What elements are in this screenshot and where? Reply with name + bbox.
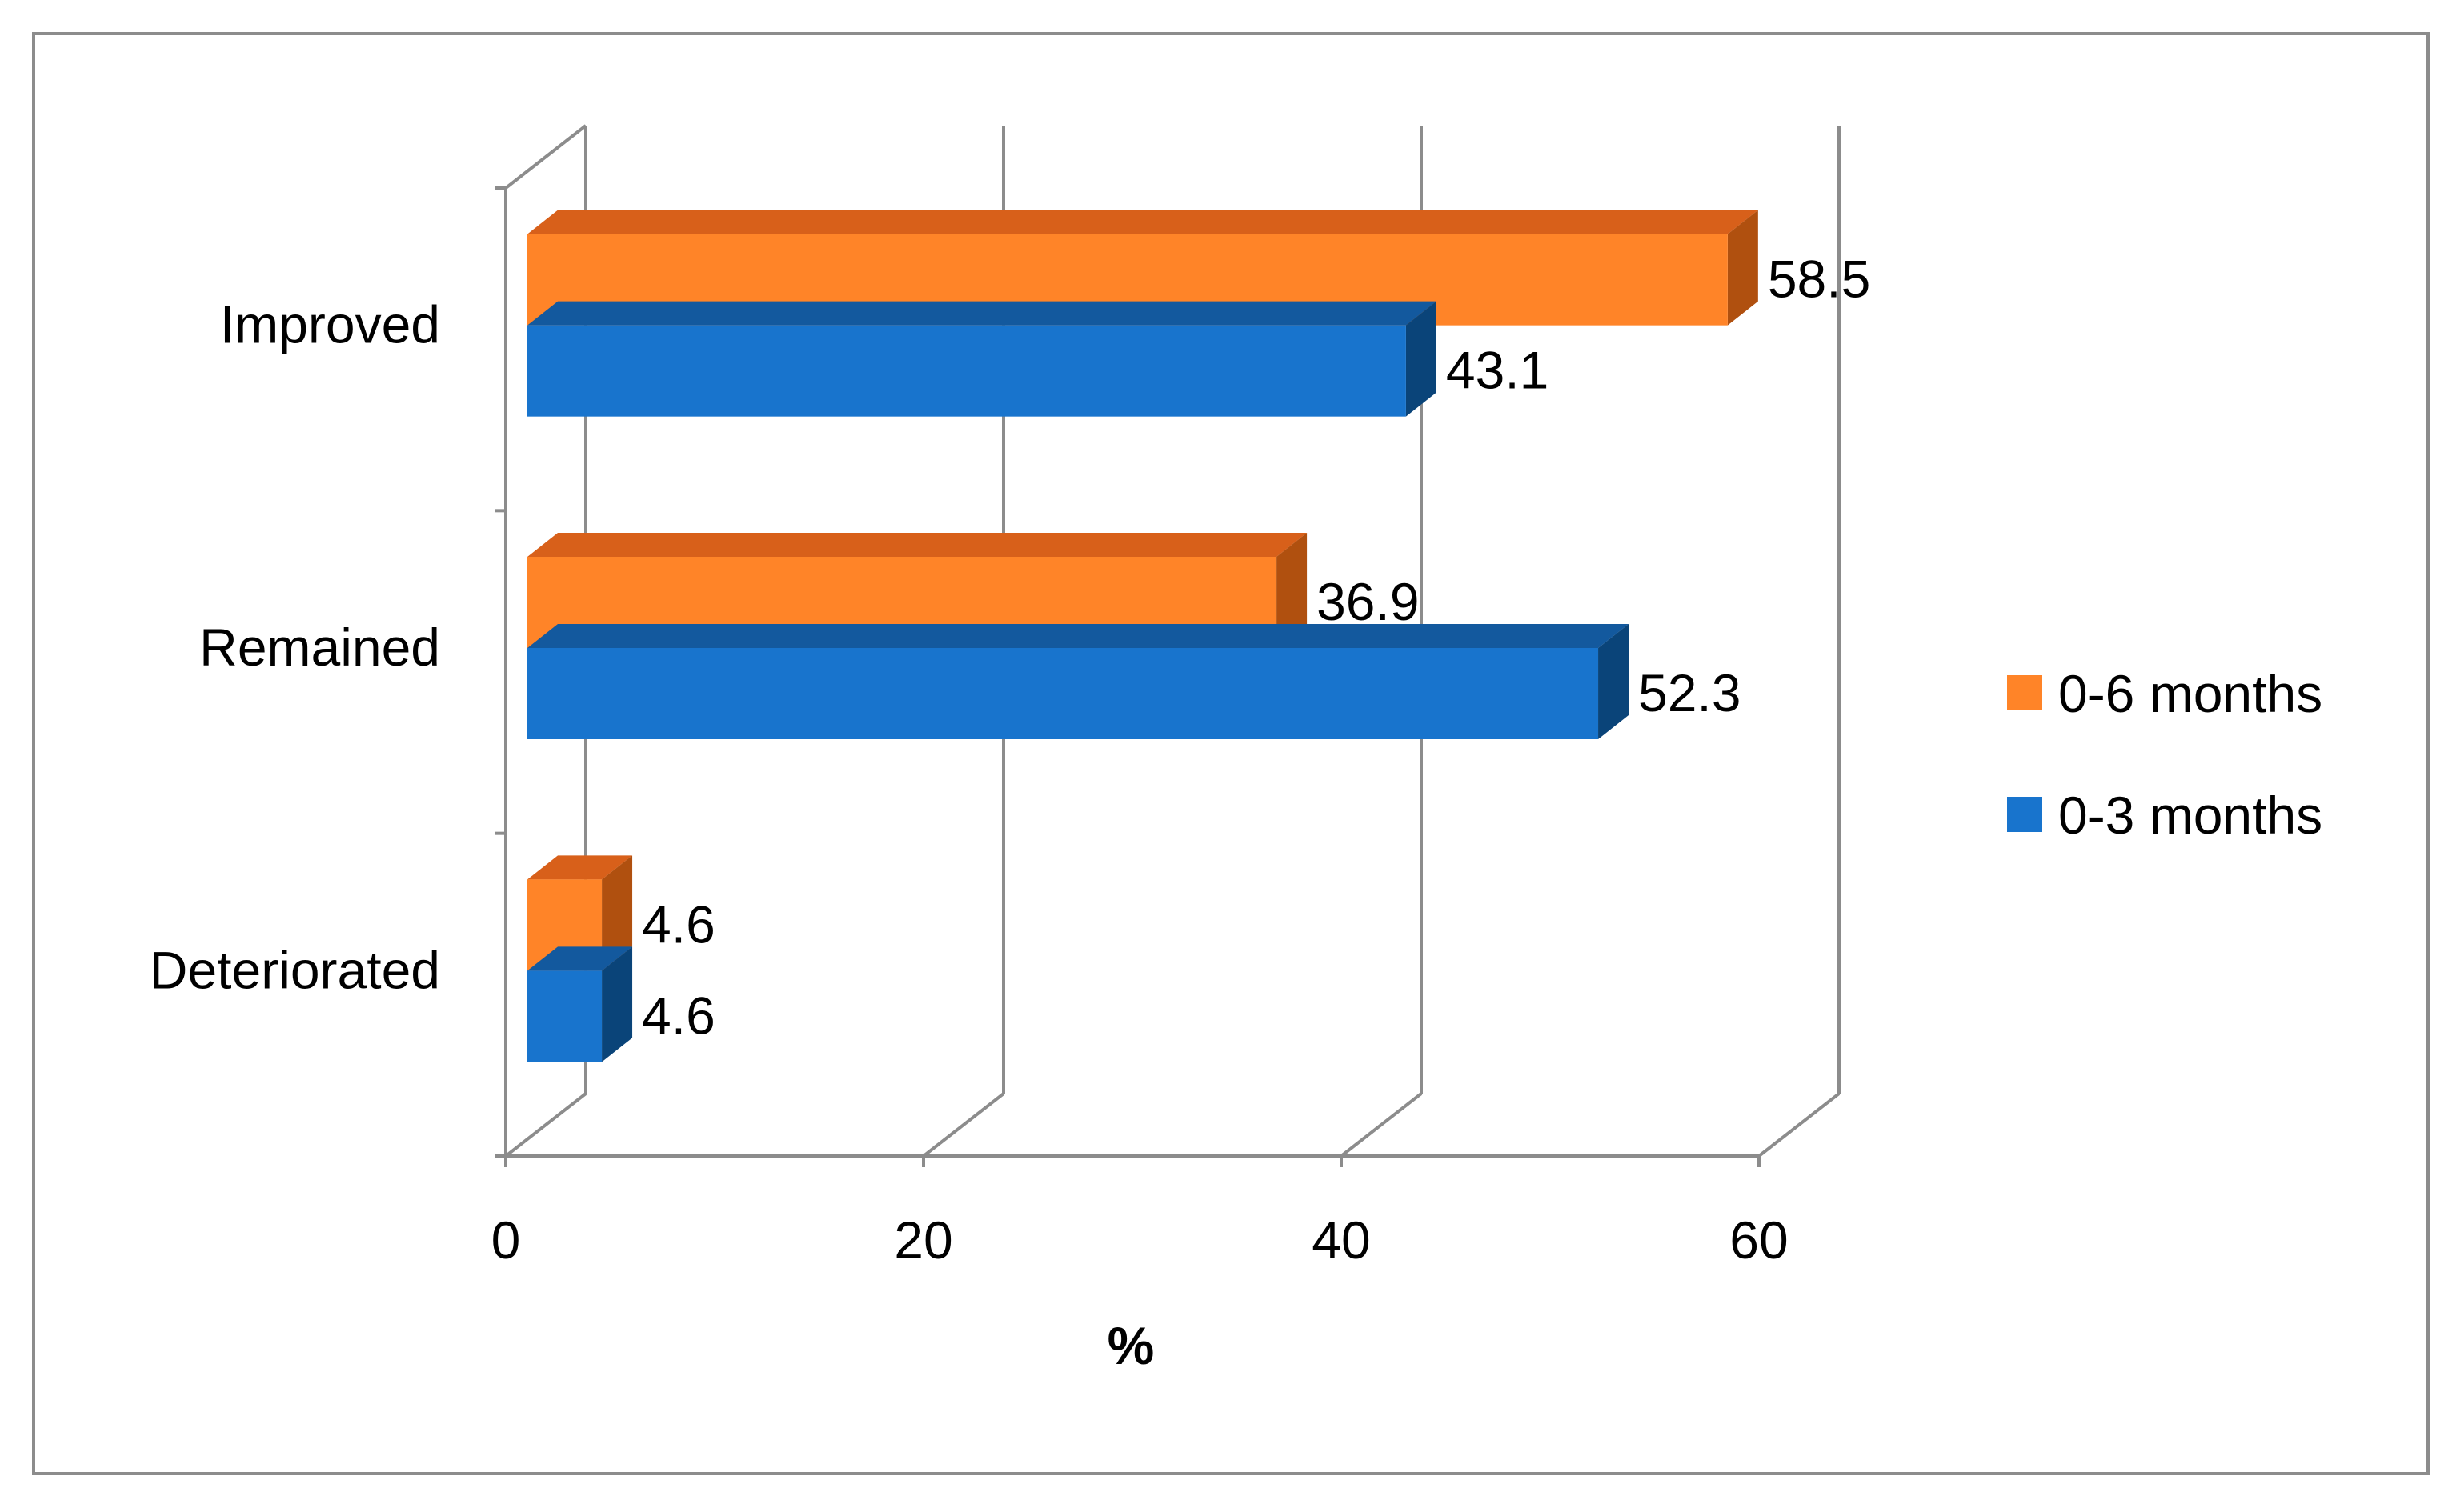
data-label-0-6-months-remained: 36.9	[1316, 572, 1419, 631]
category-label-deteriorated: Deteriorated	[150, 940, 440, 999]
data-label-0-3-months-remained: 52.3	[1638, 663, 1741, 722]
bar-top-face	[527, 533, 1308, 557]
wall-top-edge	[504, 124, 587, 190]
data-label-0-3-months-deteriorated: 4.6	[642, 986, 715, 1045]
axes	[495, 186, 1761, 1167]
bar-0-3-months-improved	[527, 301, 1436, 417]
bar-front-face	[527, 648, 1599, 739]
legend-swatch-0-6-months	[2007, 675, 2042, 710]
data-label-0-6-months-improved: 58.5	[1768, 250, 1870, 309]
bar-side-face	[1727, 210, 1758, 326]
labels: 0 20 40 60 Improved 58.5 43.1 Remained 36.9 52.3 D…	[150, 250, 1871, 1270]
floor-line-60	[1757, 1092, 1841, 1158]
bar-side-face	[1405, 301, 1436, 417]
bar-top-face	[527, 624, 1629, 648]
bar-side-face	[602, 855, 633, 971]
legend-swatch-0-3-months	[2007, 797, 2042, 832]
bar-0-3-months-remained	[527, 624, 1629, 739]
legend: 0-6 months 0-3 months	[2007, 664, 2322, 845]
x-tick-label-60: 60	[1729, 1210, 1788, 1270]
x-tick-label-40: 40	[1312, 1210, 1370, 1270]
data-label-0-3-months-improved: 43.1	[1446, 341, 1549, 400]
x-tick-label-20: 20	[894, 1210, 952, 1270]
legend-label-0-3-months: 0-3 months	[2058, 786, 2322, 845]
bar-0-3-months-deteriorated	[527, 946, 633, 1062]
bar-side-face	[602, 946, 633, 1062]
category-label-improved: Improved	[220, 295, 440, 354]
category-label-remained: Remained	[199, 618, 440, 677]
floor-line-20	[922, 1092, 1005, 1158]
bar-top-face	[527, 855, 633, 880]
floor-line-0	[504, 1092, 587, 1158]
bar-top-face	[527, 210, 1758, 234]
bar-front-face	[527, 970, 603, 1062]
bar-side-face	[1276, 533, 1308, 648]
bars	[527, 210, 1758, 1062]
bar-top-face	[527, 301, 1436, 326]
bar-front-face	[527, 325, 1406, 417]
legend-label-0-6-months: 0-6 months	[2058, 664, 2322, 723]
bar-side-face	[1598, 624, 1629, 739]
x-axis-title: %	[1108, 1316, 1155, 1375]
data-label-0-6-months-deteriorated: 4.6	[642, 894, 715, 954]
bar-top-face	[527, 946, 633, 971]
floor-line-40	[1340, 1092, 1423, 1158]
x-tick-label-0: 0	[491, 1210, 521, 1270]
